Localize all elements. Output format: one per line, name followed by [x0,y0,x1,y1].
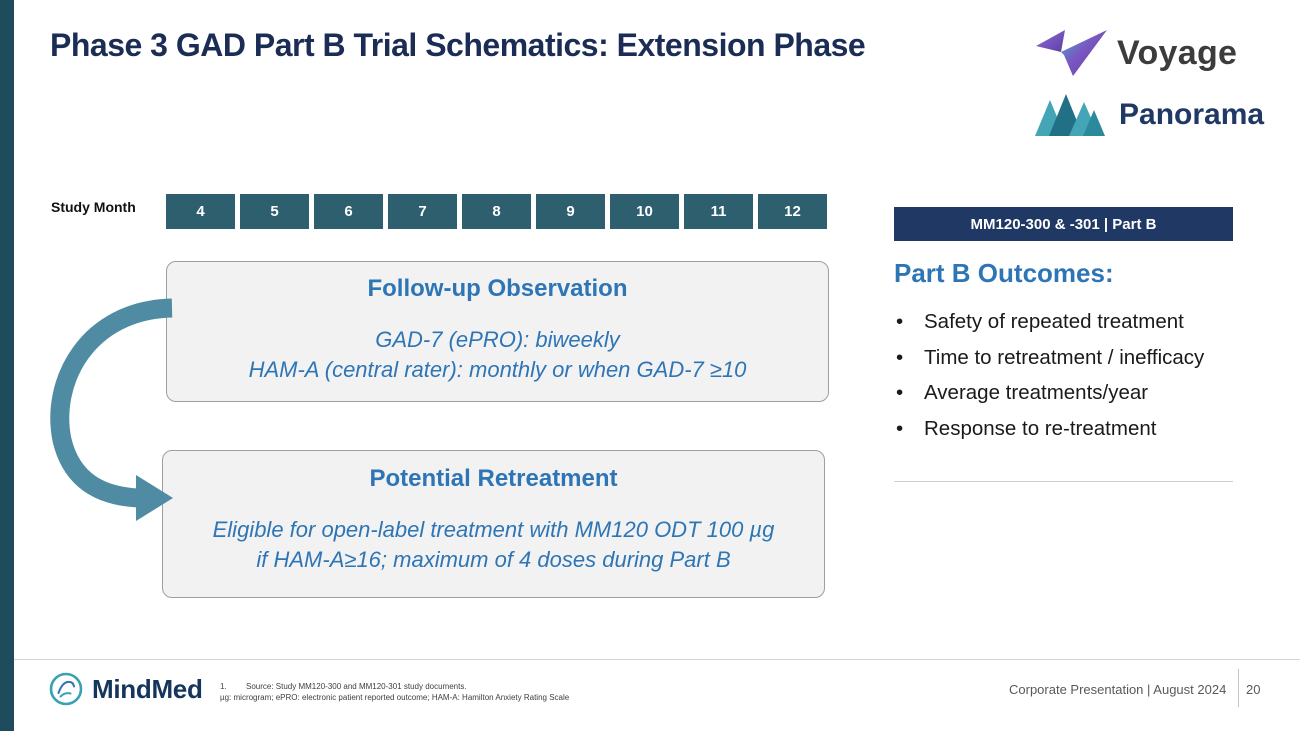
followup-line: GAD-7 (ePRO): biweekly [375,327,620,352]
outcomes-heading: Part B Outcomes: [894,258,1114,288]
followup-title: Follow-up Observation [367,275,628,302]
study-month-cell: 7 [388,194,457,229]
study-month-cell: 10 [610,194,679,229]
panorama-wordmark: Panorama [1119,98,1265,131]
study-month-label: Study Month [51,199,136,215]
outcomes-list: Safety of repeated treatment Time to ret… [894,304,1254,446]
panorama-logo: Panorama [1035,94,1264,136]
footnote-number: 1. [220,682,227,691]
voyage-logo: Voyage [1035,30,1237,76]
study-month-cell: 12 [758,194,827,229]
footer-divider [14,659,1300,660]
outcome-item: Time to retreatment / inefficacy [894,340,1254,376]
retreatment-loop-arrow-icon [50,298,173,521]
retreatment-title: Potential Retreatment [369,465,618,492]
footnote-source: Source: Study MM120-300 and MM120-301 st… [246,682,467,691]
followup-line: HAM-A (central rater): monthly or when G… [248,357,747,382]
outcomes-divider [894,481,1233,482]
followup-observation-box: Follow-up Observation GAD-7 (ePRO): biwe… [166,261,829,402]
study-month-cell: 9 [536,194,605,229]
retreatment-line: Eligible for open-label treatment with M… [212,517,775,542]
retreatment-line: if HAM-A≥16; maximum of 4 doses during P… [256,547,731,572]
slide-title: Phase 3 GAD Part B Trial Schematics: Ext… [50,27,866,63]
outcome-item: Response to re-treatment [894,411,1254,447]
study-month-cell: 6 [314,194,383,229]
outcome-item: Average treatments/year [894,375,1254,411]
outcome-item: Safety of repeated treatment [894,304,1254,340]
page-number-divider [1238,669,1239,707]
mindmed-brain-icon [49,672,83,706]
mindmed-wordmark: MindMed [92,673,203,704]
mindmed-logo: MindMed [48,671,203,707]
study-month-cell: 11 [684,194,753,229]
page-number: 20 [1246,682,1261,697]
voyage-bird-icon [1036,30,1107,76]
panorama-mountains-icon [1035,94,1105,136]
footnote-abbrev-line: µg: microgram; ePRO: electronic patient … [220,693,570,702]
potential-retreatment-box: Potential Retreatment Eligible for open-… [162,450,825,598]
study-id-banner: MM120-300 & -301 | Part B [894,207,1233,241]
left-accent-bar [0,0,14,731]
study-month-row: 4 5 6 7 8 9 10 11 12 [166,194,827,229]
footnote-source-line: 1. Source: Study MM120-300 and MM120-301 … [220,681,569,692]
study-month-cell: 8 [462,194,531,229]
footnotes: 1. Source: Study MM120-300 and MM120-301 … [220,681,569,703]
study-month-cell: 5 [240,194,309,229]
study-month-cell: 4 [166,194,235,229]
voyage-wordmark: Voyage [1117,33,1238,72]
footer-presentation-label: Corporate Presentation | August 2024 [1009,682,1227,697]
